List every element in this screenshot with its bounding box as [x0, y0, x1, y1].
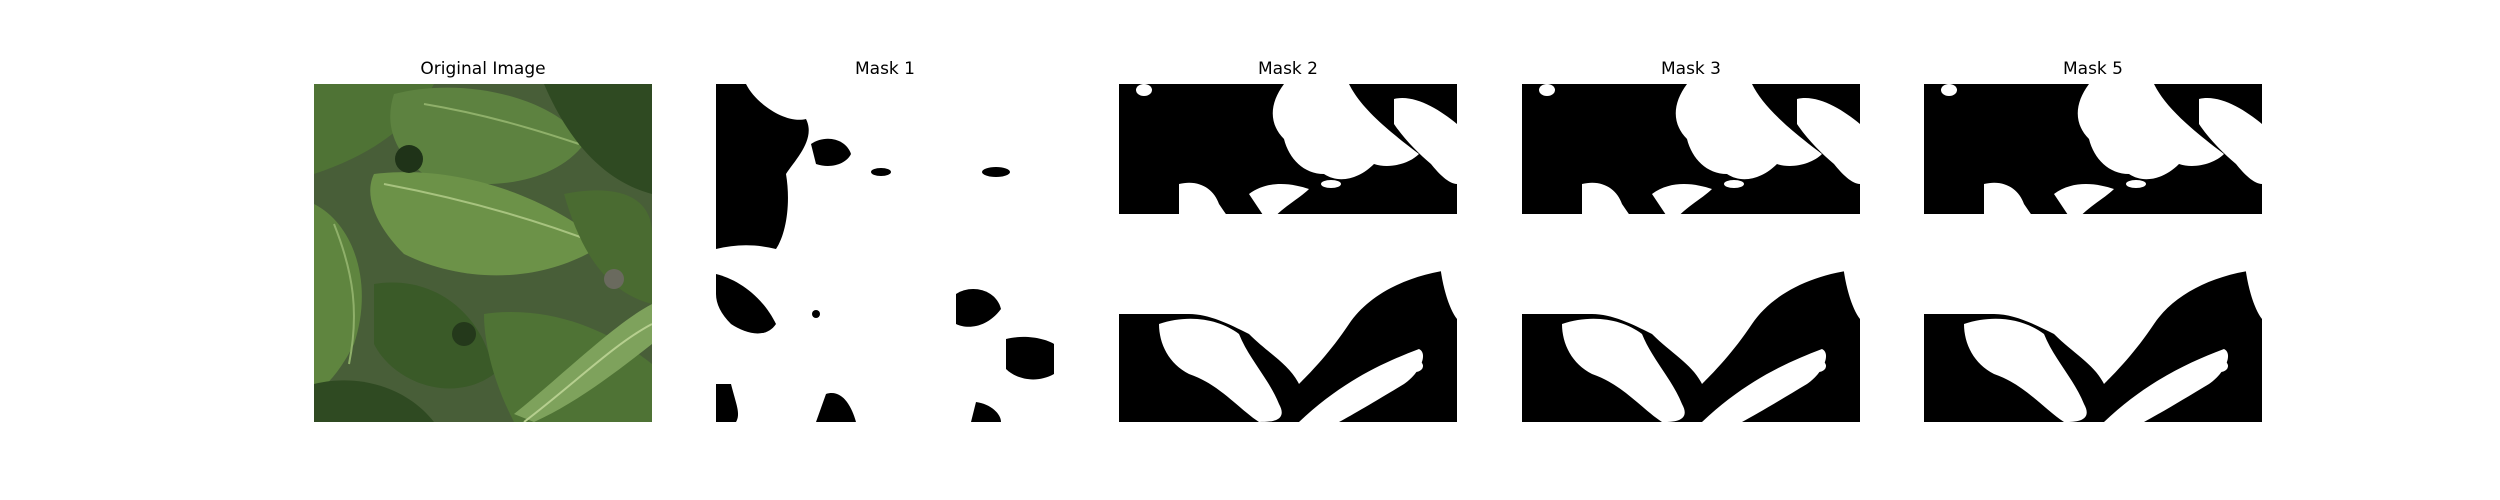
panel-original-image: Original Image [314, 58, 652, 422]
panel-title: Mask 1 [854, 59, 915, 79]
panel-mask-3: Mask 3 [1522, 58, 1860, 422]
panel-mask-5: Mask 5 [1924, 58, 2262, 422]
panel-title: Mask 5 [2062, 59, 2123, 79]
panel-mask-2: Mask 2 [1119, 58, 1457, 422]
panel-mask-1: Mask 1 [716, 58, 1054, 422]
mask-2-image [1119, 84, 1457, 422]
mask-3-image [1522, 84, 1860, 422]
mask-5-image [1924, 84, 2262, 422]
panel-title: Mask 3 [1660, 59, 1721, 79]
panel-title: Mask 2 [1257, 59, 1318, 79]
original-leaf-photo [314, 84, 652, 422]
panel-title: Original Image [420, 59, 546, 79]
mask-1-image [716, 84, 1054, 422]
